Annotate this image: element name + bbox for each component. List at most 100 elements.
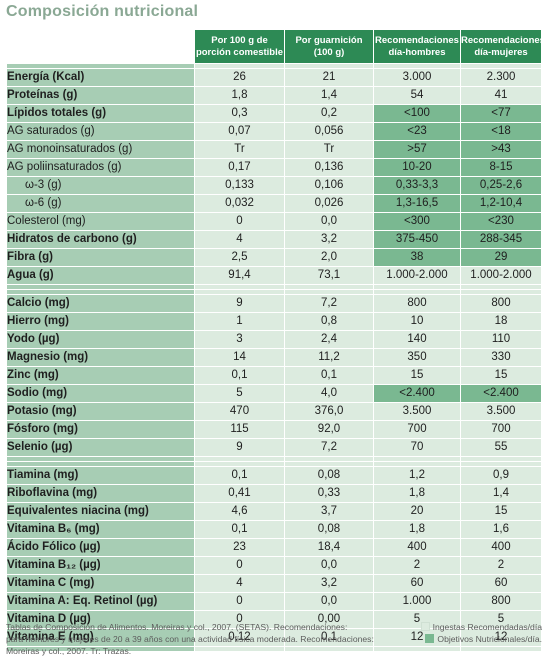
- value-rec-mujeres: 0,25-2,6: [460, 176, 542, 195]
- value-rec-hombres: 350: [373, 348, 461, 367]
- value-guarnicion: 0,1: [284, 366, 374, 385]
- value-guarnicion: 3,2: [284, 230, 374, 249]
- nutrient-label: Hidratos de carbono (g): [6, 230, 195, 249]
- table-row: Vitamina B₁₂ (µg) 0 0,0 2 2: [6, 556, 542, 575]
- value-rec-hombres: 1,8: [373, 484, 461, 503]
- value-rec-mujeres: 800: [460, 294, 542, 313]
- nutrient-label: Lípidos totales (g): [6, 104, 195, 123]
- nutrient-label: Potasio (mg): [6, 402, 195, 421]
- legend-objetivos-label: Objetivos Nutricionales/día.: [437, 634, 542, 644]
- value-rec-mujeres: 15: [460, 366, 542, 385]
- value-per100: 0,17: [194, 158, 285, 177]
- value-rec-hombres: 1,8: [373, 520, 461, 539]
- value-rec-hombres: 0,33-3,3: [373, 176, 461, 195]
- table-row: Potasio (mg) 470 376,0 3.500 3.500: [6, 402, 542, 421]
- value-guarnicion: 2,4: [284, 330, 374, 349]
- value-rec-hombres: 375-450: [373, 230, 461, 249]
- value-guarnicion: Tr: [284, 140, 374, 159]
- value-guarnicion: 0,056: [284, 122, 374, 141]
- value-guarnicion: 0,8: [284, 312, 374, 331]
- value-rec-mujeres: 3.500: [460, 402, 542, 421]
- value-per100: 2,5: [194, 248, 285, 267]
- value-rec-mujeres: 18: [460, 312, 542, 331]
- nutrient-label: Vitamina A: Eq. Retinol (µg): [6, 592, 195, 611]
- objetivos-swatch: [425, 634, 435, 643]
- value-per100: 4: [194, 230, 285, 249]
- nutrient-label: Proteínas (g): [6, 86, 195, 105]
- nutrient-label: AG saturados (g): [6, 122, 195, 141]
- header-row: Por 100 g de porción comestible Por guar…: [6, 29, 545, 64]
- table-row: Equivalentes niacina (mg) 4,6 3,7 20 15: [6, 502, 542, 521]
- table-row: Hierro (mg) 1 0,8 10 18: [6, 312, 542, 331]
- value-per100: 0: [194, 592, 285, 611]
- ingestas-swatch: [420, 622, 430, 631]
- value-per100: 0: [194, 212, 285, 231]
- nutrient-label: Yodo (µg): [6, 330, 195, 349]
- value-guarnicion: 0,08: [284, 520, 374, 539]
- value-rec-mujeres: <18: [460, 122, 542, 141]
- value-rec-mujeres: 330: [460, 348, 542, 367]
- value-guarnicion: 0,106: [284, 176, 374, 195]
- nutrient-label: Vitamina C (mg): [6, 574, 195, 593]
- table-row: ω-6 (g) 0,032 0,026 1,3-16,5 1,2-10,4: [6, 194, 542, 213]
- nutrient-label: Tiamina (mg): [6, 466, 195, 485]
- value-rec-mujeres: <2.400: [460, 384, 542, 403]
- value-guarnicion: 92,0: [284, 420, 374, 439]
- legend-line-1: Tablas de Composición de Alimentos. More…: [6, 621, 542, 633]
- value-per100: 0: [194, 556, 285, 575]
- value-per100: 0: [194, 610, 285, 629]
- value-guarnicion: 0,136: [284, 158, 374, 177]
- nutrient-label: Vitamina B₁₂ (µg): [6, 556, 195, 575]
- value-per100: 0,1: [194, 366, 285, 385]
- legend-desc-text: para hombres y mujeres de 20 a 39 años c…: [6, 634, 374, 644]
- value-rec-hombres: 10: [373, 312, 461, 331]
- table-row: Zinc (mg) 0,1 0,1 15 15: [6, 366, 542, 385]
- value-per100: 1: [194, 312, 285, 331]
- value-per100: 470: [194, 402, 285, 421]
- value-rec-hombres: 2: [373, 556, 461, 575]
- value-guarnicion: 21: [284, 68, 374, 87]
- table-row: Sodio (mg) 5 4,0 <2.400 <2.400: [6, 384, 542, 403]
- nutrient-label: Calcio (mg): [6, 294, 195, 313]
- header-per100: Por 100 g de porción comestible: [194, 29, 285, 64]
- value-per100: 9: [194, 438, 285, 457]
- value-rec-mujeres: 12: [460, 628, 542, 647]
- value-per100: 91,4: [194, 266, 285, 285]
- header-guarnicion: Por guarnición (100 g): [284, 29, 374, 64]
- value-guarnicion: 0,0: [284, 592, 374, 611]
- value-rec-mujeres: 60: [460, 574, 542, 593]
- table-row: Vitamina E (mg) 0,12 0,1 12 12: [6, 628, 542, 647]
- value-rec-hombres: 70: [373, 438, 461, 457]
- value-per100: 0,1: [194, 520, 285, 539]
- table-row: Energía (Kcal) 26 21 3.000 2.300: [6, 68, 542, 87]
- table-row: Fósforo (mg) 115 92,0 700 700: [6, 420, 542, 439]
- table-row: Calcio (mg) 9 7,2 800 800: [6, 294, 542, 313]
- nutrient-label: Colesterol (mg): [6, 212, 195, 231]
- value-rec-mujeres: >43: [460, 140, 542, 159]
- table-row: AG poliinsaturados (g) 0,17 0,136 10-20 8-15: [6, 158, 542, 177]
- table-row: Fibra (g) 2,5 2,0 38 29: [6, 248, 542, 267]
- value-guarnicion: 0,1: [284, 628, 374, 647]
- header-rec-mujeres: Recomendaciones día-mujeres: [460, 29, 545, 64]
- value-rec-hombres: 1,3-16,5: [373, 194, 461, 213]
- value-per100: 3: [194, 330, 285, 349]
- value-rec-hombres: 10-20: [373, 158, 461, 177]
- table-row: AG saturados (g) 0,07 0,056 <23 <18: [6, 122, 542, 141]
- value-rec-hombres: <300: [373, 212, 461, 231]
- value-rec-mujeres: 288-345: [460, 230, 542, 249]
- value-rec-mujeres: 2: [460, 556, 542, 575]
- value-per100: 0,032: [194, 194, 285, 213]
- header-rec-hombres: Recomendaciones día-hombres: [373, 29, 461, 64]
- table-row: Riboflavina (mg) 0,41 0,33 1,8 1,4: [6, 484, 542, 503]
- nutrient-label: Energía (Kcal): [6, 68, 195, 87]
- value-guarnicion: 7,2: [284, 294, 374, 313]
- value-rec-mujeres: 5: [460, 610, 542, 629]
- value-rec-mujeres: 700: [460, 420, 542, 439]
- value-guarnicion: 11,2: [284, 348, 374, 367]
- value-per100: 26: [194, 68, 285, 87]
- group-spacer: [6, 456, 542, 462]
- table-row: Selenio (µg) 9 7,2 70 55: [6, 438, 542, 457]
- value-rec-hombres: 1,2: [373, 466, 461, 485]
- table-row: Agua (g) 91,4 73,1 1.000-2.000 1.000-2.000: [6, 266, 542, 285]
- legend-ingestas: Ingestas Recomendadas/día: [418, 621, 542, 633]
